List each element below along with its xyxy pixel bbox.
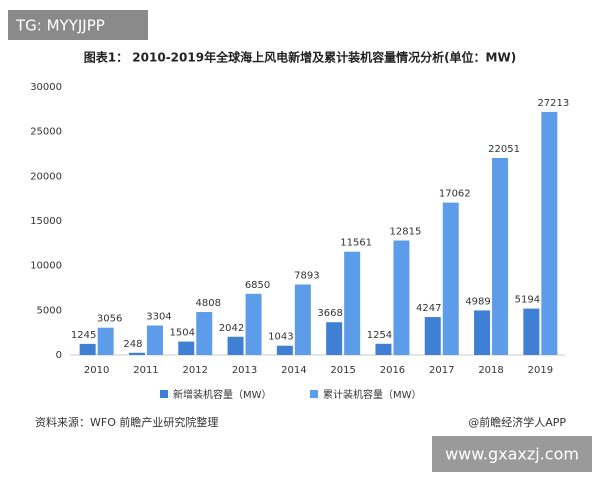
value-label: 6850 [245, 280, 270, 291]
value-label: 3056 [97, 314, 122, 325]
bar [326, 322, 343, 355]
credit: @前瞻经济学人APP [468, 415, 566, 429]
bar [276, 345, 293, 355]
chart-title: 图表1： 2010-2019年全球海上风电新增及累计装机容量情况分析(单位：MW… [84, 50, 516, 65]
source: 资料来源：WFO 前瞻产业研究院整理 [35, 415, 218, 429]
legend-label: 累计装机容量（MW） [323, 388, 422, 401]
legend-label: 新增装机容量（MW） [173, 388, 272, 401]
y-tick-label: 30000 [30, 82, 62, 93]
value-label: 1245 [71, 330, 96, 341]
value-label: 17062 [439, 189, 471, 200]
bar [97, 327, 114, 355]
y-tick-label: 20000 [30, 171, 62, 182]
bar [146, 325, 163, 355]
y-tick-label: 0 [56, 350, 62, 361]
legend-swatch [310, 390, 318, 398]
bar [344, 251, 361, 355]
bar [424, 317, 441, 355]
y-tick-label: 15000 [30, 216, 62, 227]
value-label: 3668 [317, 308, 342, 319]
bar [294, 284, 311, 355]
x-tick-label: 2013 [232, 365, 257, 376]
y-tick-label: 10000 [30, 261, 62, 272]
y-tick-label: 25000 [30, 127, 62, 138]
bar [393, 240, 410, 355]
bar [178, 341, 195, 355]
bar [128, 352, 145, 355]
bar [492, 158, 509, 355]
bar [474, 310, 491, 355]
bar [375, 343, 392, 355]
value-label: 248 [123, 339, 142, 350]
value-label: 2042 [219, 323, 244, 334]
x-tick-label: 2019 [528, 365, 553, 376]
x-tick-label: 2014 [281, 365, 306, 376]
x-tick-label: 2015 [330, 365, 355, 376]
value-label: 5194 [515, 295, 540, 306]
watermark-box [8, 10, 148, 40]
value-label: 22051 [488, 144, 520, 155]
bar [442, 202, 459, 355]
bar [227, 336, 244, 355]
value-label: 1043 [268, 332, 293, 343]
bar [541, 111, 558, 355]
site: www.gxaxzj.com [445, 445, 579, 464]
value-label: 27213 [537, 98, 569, 109]
x-tick-label: 2012 [183, 365, 208, 376]
x-tick-label: 2010 [84, 365, 109, 376]
bar [523, 308, 540, 355]
value-label: 1504 [170, 328, 195, 339]
value-label: 4247 [416, 303, 441, 314]
value-label: 3304 [146, 311, 171, 322]
bar [245, 293, 262, 355]
value-label: 12815 [390, 227, 422, 238]
x-tick-label: 2017 [429, 365, 454, 376]
value-label: 4808 [196, 298, 221, 309]
x-tick-label: 2011 [133, 365, 158, 376]
value-label: 4989 [465, 296, 490, 307]
x-tick-label: 2016 [380, 365, 405, 376]
value-label: 7893 [294, 270, 319, 281]
site-box [432, 436, 592, 472]
value-label: 1254 [367, 330, 392, 341]
watermark: TG: MYYJJPP [15, 17, 105, 35]
legend-swatch [160, 390, 168, 398]
x-tick-label: 2018 [478, 365, 503, 376]
bar [196, 312, 213, 355]
y-tick-label: 5000 [37, 305, 62, 316]
value-label: 11561 [340, 238, 372, 249]
bar [79, 343, 96, 355]
